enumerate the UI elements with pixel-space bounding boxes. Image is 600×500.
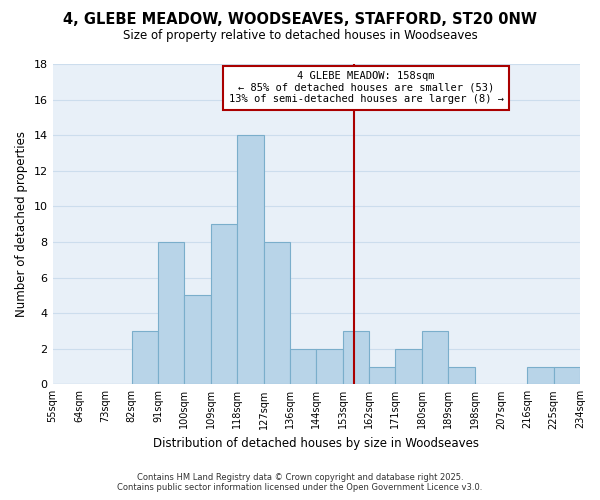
Bar: [369, 366, 395, 384]
Bar: [131, 331, 158, 384]
Bar: [263, 242, 290, 384]
Text: Size of property relative to detached houses in Woodseaves: Size of property relative to detached ho…: [122, 29, 478, 42]
Y-axis label: Number of detached properties: Number of detached properties: [15, 131, 28, 317]
X-axis label: Distribution of detached houses by size in Woodseaves: Distribution of detached houses by size …: [153, 437, 479, 450]
Text: Contains HM Land Registry data © Crown copyright and database right 2025.
Contai: Contains HM Land Registry data © Crown c…: [118, 473, 482, 492]
Bar: [395, 348, 422, 384]
Bar: [343, 331, 369, 384]
Bar: [422, 331, 448, 384]
Bar: [211, 224, 237, 384]
Bar: [316, 348, 343, 384]
Bar: [158, 242, 184, 384]
Bar: [527, 366, 554, 384]
Bar: [448, 366, 475, 384]
Bar: [554, 366, 580, 384]
Text: 4 GLEBE MEADOW: 158sqm
← 85% of detached houses are smaller (53)
13% of semi-det: 4 GLEBE MEADOW: 158sqm ← 85% of detached…: [229, 71, 503, 104]
Bar: [184, 296, 211, 384]
Bar: [290, 348, 316, 384]
Text: 4, GLEBE MEADOW, WOODSEAVES, STAFFORD, ST20 0NW: 4, GLEBE MEADOW, WOODSEAVES, STAFFORD, S…: [63, 12, 537, 28]
Bar: [237, 135, 263, 384]
